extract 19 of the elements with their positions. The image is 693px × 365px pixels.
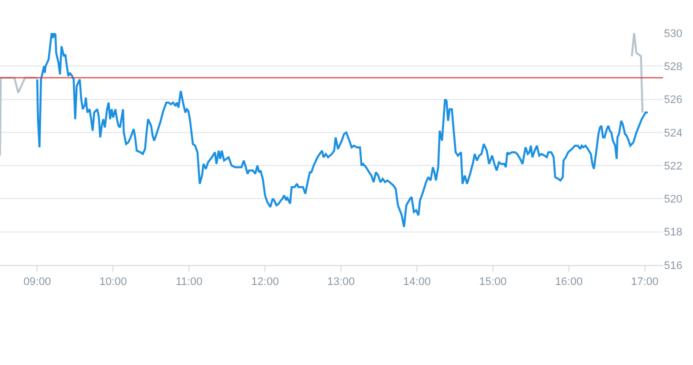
y-tick-label: 528 <box>664 60 682 73</box>
x-tick-label: 15:00 <box>479 276 507 288</box>
x-tick-label: 14:00 <box>403 276 431 288</box>
x-tick-label: 11:00 <box>176 276 202 288</box>
y-tick-label: 520 <box>664 194 682 206</box>
y-tick-label: 518 <box>664 226 682 239</box>
x-tick-label: 10:00 <box>99 276 127 288</box>
x-tick-label: 16:00 <box>555 276 583 288</box>
x-tick-label: 12:00 <box>251 276 279 288</box>
y-tick-label: 526 <box>664 94 682 106</box>
line-series <box>630 33 644 114</box>
x-tick-label: 09:00 <box>23 276 51 288</box>
y-tick-label: 530 <box>664 28 682 40</box>
y-tick-label: 516 <box>664 260 682 272</box>
line-series <box>36 33 649 228</box>
x-tick-label: 17:00 <box>631 276 659 288</box>
y-tick-label: 522 <box>664 160 682 172</box>
x-tick-label: 13:00 <box>327 276 355 288</box>
y-tick-label: 524 <box>664 127 682 140</box>
